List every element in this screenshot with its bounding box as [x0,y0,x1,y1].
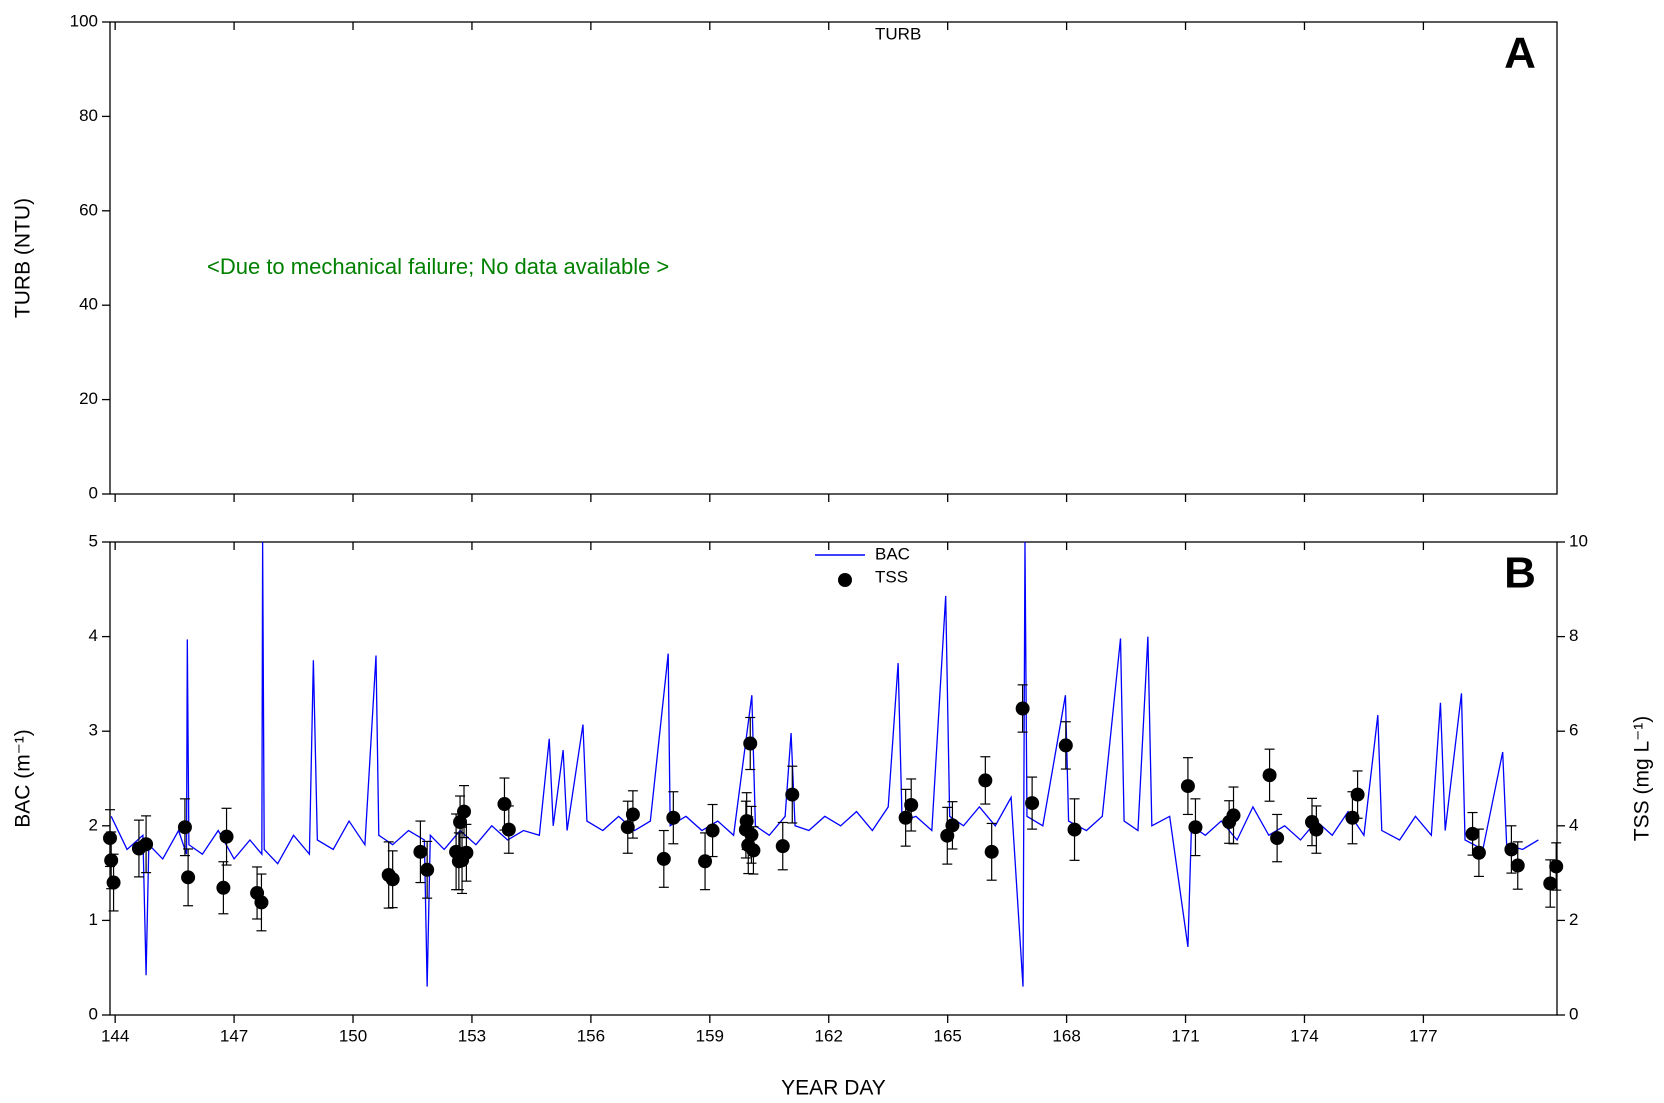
x-tick-label: 162 [815,1026,843,1045]
tss-point [625,807,640,822]
y2-tick-label: 8 [1569,626,1578,645]
tss-point [898,810,913,825]
tss-point [181,870,196,885]
tss-point [457,804,472,819]
x-tick-label: 165 [933,1026,961,1045]
x-tick-label: 153 [458,1026,486,1045]
y2-tick-label: 4 [1569,815,1578,834]
x-tick-label: 174 [1290,1026,1318,1045]
tss-point [1350,787,1365,802]
x-tick-label: 147 [220,1026,248,1045]
tss-point [1471,845,1486,860]
legend-marker [838,573,852,587]
x-axis-title: YEAR DAY [781,1077,886,1100]
y-tick-label: 60 [79,200,98,219]
tss-point [413,844,428,859]
tss-point [739,814,754,829]
y-tick-label: 40 [79,295,98,314]
tss-point [1226,808,1241,823]
legend-label: BAC [875,544,910,563]
y-tick-label: 2 [89,815,98,834]
tss-point [978,773,993,788]
tss-point [216,880,231,895]
panel-label: A [1504,29,1536,78]
tss-point [106,875,121,890]
y2-tick-label: 0 [1569,1004,1578,1023]
y-tick-label: 20 [79,389,98,408]
legend-label: TURB [875,24,921,43]
tss-point [1270,831,1285,846]
tss-point [785,787,800,802]
y-tick-label: 0 [89,483,98,502]
tss-point [1180,779,1195,794]
tss-point [385,872,400,887]
panel-label: B [1504,549,1536,598]
y-axis-title: BAC (m⁻¹) [12,729,35,828]
tss-point [420,862,435,877]
tss-point [746,843,761,858]
tss-point [705,823,720,838]
tss-point [1188,820,1203,835]
y-tick-label: 100 [70,11,98,30]
tss-point [1058,738,1073,753]
y2-tick-label: 10 [1569,531,1588,550]
tss-point [1015,701,1030,716]
x-tick-label: 168 [1052,1026,1080,1045]
tss-point [1067,822,1082,837]
tss-point [1543,876,1558,891]
tss-point [104,853,119,868]
tss-point [984,844,999,859]
x-tick-label: 144 [101,1026,129,1045]
tss-point [103,831,117,846]
tss-point [1309,822,1324,837]
tss-point [1262,768,1277,783]
tss-point [459,845,474,860]
tss-point [497,797,512,812]
tss-point [620,820,635,835]
tss-point [1345,810,1360,825]
tss-point [743,736,758,751]
x-tick-label: 159 [696,1026,724,1045]
tss-point [1025,796,1040,811]
annotation: <Due to mechanical failure; No data avai… [207,254,669,279]
tss-point [775,839,790,854]
y-tick-label: 5 [89,531,98,550]
tss-point [1510,858,1525,873]
plot-frame [109,541,1558,1016]
plot-frame [109,21,1558,495]
tss-point [1549,859,1564,874]
y-tick-label: 1 [89,910,98,929]
y-tick-label: 0 [89,1004,98,1023]
tss-point [1504,842,1519,857]
tss-point [656,851,671,866]
y2-axis-title: TSS (mg L⁻¹) [1631,716,1654,841]
tss-point [698,854,713,869]
y-tick-label: 4 [89,626,98,645]
y2-tick-label: 2 [1569,910,1578,929]
tss-point [1465,826,1480,841]
tss-point [219,829,234,844]
tss-point [945,818,960,833]
legend-label: TSS [875,567,908,586]
y-tick-label: 80 [79,106,98,125]
x-tick-label: 150 [339,1026,367,1045]
tss-point [501,822,516,837]
tss-point [254,895,269,910]
tss-point [177,820,192,835]
y-axis-title: TURB (NTU) [12,198,35,318]
tss-point [666,810,681,825]
tss-point [744,827,759,842]
tss-point [139,837,154,852]
x-tick-label: 171 [1171,1026,1199,1045]
y-tick-label: 3 [89,721,98,740]
x-tick-label: 177 [1409,1026,1437,1045]
tss-point [904,797,919,812]
x-tick-label: 156 [577,1026,605,1045]
tss-point [940,828,955,843]
y2-tick-label: 6 [1569,721,1578,740]
